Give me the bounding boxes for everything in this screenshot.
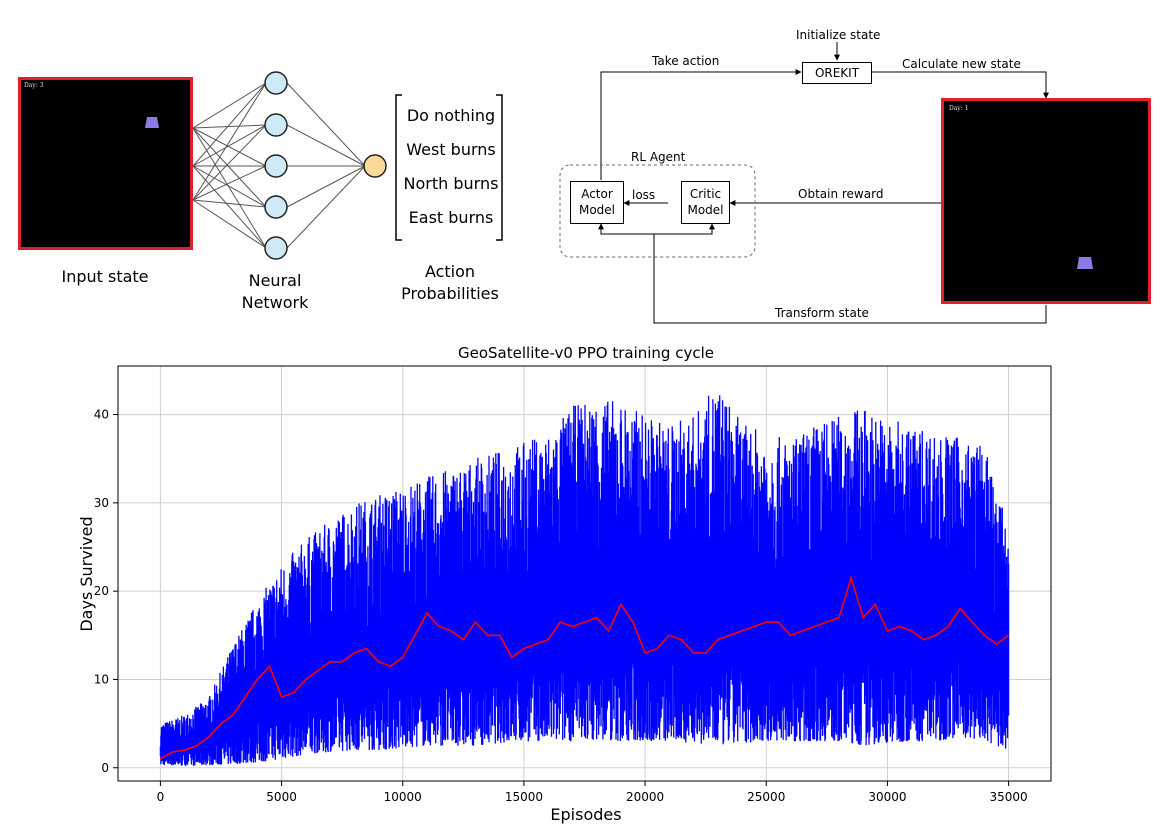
input-day-label: Day: 3 [24,82,44,89]
axis-ticks: 0 5000 10000 15000 20000 25000 30000 35000 0 10 20… [94,408,1028,804]
y-axis-label: Days Survived [77,516,96,631]
x-tick-label: 0 [157,790,165,804]
hidden-node [264,195,288,219]
training-chart: GeoSatellite-v0 PPO training cycle 0 5000… [77,344,1052,824]
orekit-box: OREKIT [802,62,872,84]
critic-line2: Model [687,203,724,217]
y-tick-label: 20 [94,584,109,598]
actions-caption: Action Probabilities [385,261,515,305]
actor-line1: Actor [581,187,613,201]
output-node [363,154,387,178]
satellite-icon [1077,257,1093,269]
actions-caption-line2: Probabilities [401,284,499,303]
satellite-icon [145,117,159,128]
input-state-caption: Input state [61,267,149,286]
action-bracket [395,94,503,241]
actions-caption-line1: Action [424,262,476,281]
rolling-mean-line [159,575,1010,760]
episode-values-series [159,395,1010,766]
input-state-screen: Day: 3 [18,77,193,250]
action-do-nothing: Do nothing [406,106,496,125]
take-action-label: Take action [652,54,720,68]
calculate-new-state-label: Calculate new state [902,57,1021,71]
y-tick-label: 10 [94,672,109,686]
obtain-reward-label: Obtain reward [798,187,884,201]
actor-model-box: Actor Model [570,181,624,224]
x-tick-label: 30000 [868,790,906,804]
rl-agent-label: RL Agent [631,150,686,164]
hidden-node [264,71,288,95]
x-axis-label: Episodes [550,805,621,824]
x-tick-label: 15000 [505,790,543,804]
x-tick-label: 35000 [989,790,1027,804]
env-day-label: Day: 1 [949,105,969,112]
actor-line2: Model [578,203,616,217]
rl-flow-connectors [559,42,1049,324]
hidden-node [264,154,288,178]
x-tick-label: 10000 [384,790,422,804]
critic-line1: Critic [689,187,722,201]
network-caption-line2: Network [241,293,309,312]
plot-frame [117,365,1052,782]
action-east-burns: East burns [408,208,494,227]
action-west-burns: West burns [406,140,496,159]
episode-values-band [159,395,1010,766]
y-tick-label: 0 [101,761,109,775]
y-tick-label: 30 [94,496,109,510]
action-north-burns: North burns [403,174,499,193]
hidden-node [264,113,288,137]
rolling-mean-series [159,575,1010,760]
loss-label: loss [632,188,656,202]
hidden-node [264,236,288,260]
neural-network-graph [192,71,387,260]
chart-title: GeoSatellite-v0 PPO training cycle [458,344,714,362]
x-tick-label: 25000 [747,790,785,804]
x-tick-label: 20000 [626,790,664,804]
environment-state-screen: Day: 1 [941,98,1151,304]
initialize-state-label: Initialize state [796,28,881,42]
network-edges [192,82,366,249]
transform-state-label: Transform state [775,306,869,320]
network-caption-line1: Neural [248,271,302,290]
x-tick-label: 5000 [266,790,297,804]
critic-model-box: Critic Model [681,181,730,224]
y-tick-label: 40 [94,408,109,422]
network-caption: Neural Network [220,270,330,314]
